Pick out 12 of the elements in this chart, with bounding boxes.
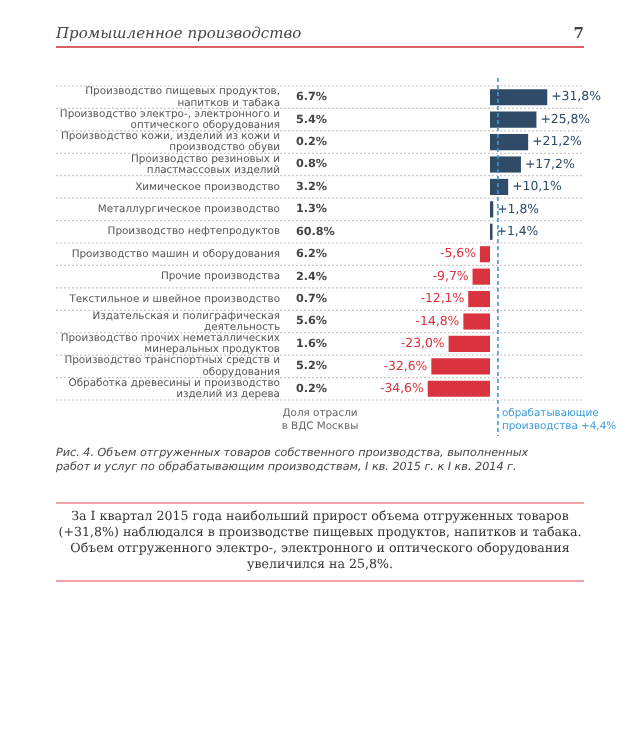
bar [490, 134, 529, 151]
bar [490, 178, 509, 195]
bar [463, 313, 490, 330]
bar [490, 111, 537, 128]
bar [448, 335, 490, 352]
bar [468, 291, 490, 308]
bar [431, 358, 490, 375]
bar [490, 156, 521, 173]
bar [472, 268, 490, 285]
bar [479, 246, 490, 263]
bar [490, 89, 548, 106]
bar [427, 380, 490, 397]
